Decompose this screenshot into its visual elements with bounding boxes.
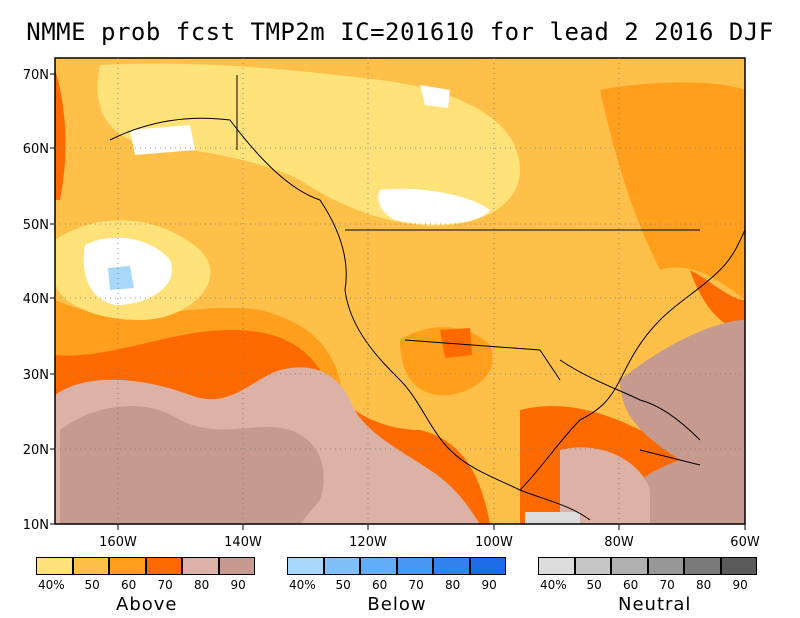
legend-swatch (218, 557, 255, 575)
lat-label: 70N (23, 68, 49, 83)
legend-tick-label: 60 (623, 578, 639, 592)
lon-label: 80W (604, 535, 634, 550)
legend-tick-label: 60 (372, 578, 388, 592)
legend-name: Above (116, 594, 178, 615)
longitude-labels: 160W 140W 120W 100W 80W 60W (99, 524, 760, 550)
legend-tick-label: 80 (445, 578, 461, 592)
legend-swatch (433, 557, 470, 575)
legend-swatch (538, 557, 575, 575)
legend-swatch (611, 557, 648, 575)
lat-label: 60N (23, 142, 49, 157)
lon-label: 160W (99, 535, 137, 550)
legend-name: Below (367, 594, 427, 615)
legend-tick-label: 90 (481, 578, 497, 592)
latitude-labels: 70N 60N 50N 40N 30N 20N 10N (23, 68, 55, 533)
lon-label: 120W (349, 535, 387, 550)
legend-swatch (720, 557, 757, 575)
lat-label: 20N (23, 443, 49, 458)
legend-tick-label: 70 (157, 578, 173, 592)
legend-swatch (574, 557, 611, 575)
map-title: NMME prob fcst TMP2m IC=201610 for lead … (26, 18, 774, 46)
legend-swatch (647, 557, 684, 575)
coastlines (109, 75, 745, 521)
legend-tick-label: 40% (540, 578, 567, 592)
legend-tick-label: 70 (408, 578, 424, 592)
lon-label: 100W (475, 535, 513, 550)
map-frame (54, 57, 746, 525)
legend-swatch (360, 557, 397, 575)
probability-fields (55, 58, 745, 524)
legend-tick-label: 50 (335, 578, 351, 592)
legend-swatch (36, 557, 73, 575)
legend-name: Neutral (618, 594, 692, 615)
legend-swatch (182, 557, 219, 575)
lat-label: 50N (23, 218, 49, 233)
legend-tick-label: 40% (289, 578, 316, 592)
legend-swatch (323, 557, 360, 575)
legend-tick-label: 50 (84, 578, 100, 592)
legend-tick-label: 40% (38, 578, 65, 592)
legend-swatch (396, 557, 433, 575)
legend-tick-label: 90 (230, 578, 246, 592)
legend-tick-label: 80 (194, 578, 210, 592)
graticule (55, 58, 745, 524)
lat-label: 30N (23, 368, 49, 383)
legend-swatch (145, 557, 182, 575)
legend-swatch (469, 557, 506, 575)
legend-tick-label: 60 (121, 578, 137, 592)
lat-label: 40N (23, 292, 49, 307)
legend-tick-label: 50 (586, 578, 602, 592)
legend-tick-label: 90 (732, 578, 748, 592)
legend-swatch (684, 557, 721, 575)
legend-swatch (109, 557, 146, 575)
lon-label: 60W (730, 535, 760, 550)
legend-tick-label: 80 (696, 578, 712, 592)
lat-label: 10N (23, 518, 49, 533)
lon-label: 140W (224, 535, 262, 550)
legend-tick-label: 70 (659, 578, 675, 592)
legend-swatch (287, 557, 324, 575)
legend-swatch (72, 557, 109, 575)
